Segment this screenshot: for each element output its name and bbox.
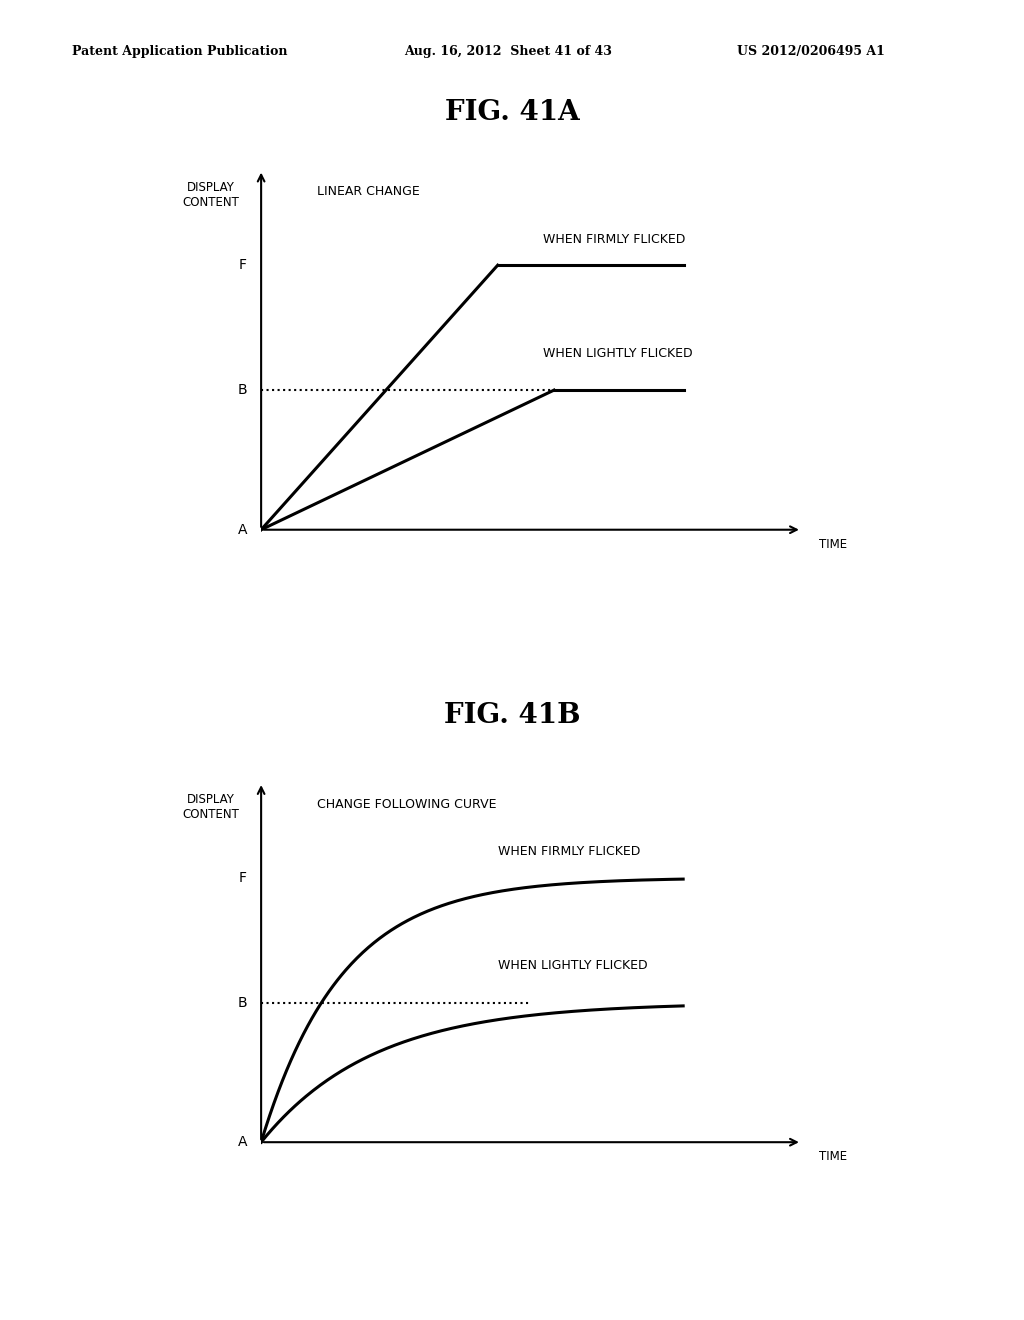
Text: FIG. 41A: FIG. 41A	[444, 99, 580, 125]
Text: F: F	[239, 259, 247, 272]
Text: FIG. 41B: FIG. 41B	[443, 702, 581, 729]
Text: WHEN LIGHTLY FLICKED: WHEN LIGHTLY FLICKED	[543, 347, 692, 360]
Text: A: A	[238, 1135, 247, 1150]
Text: TIME: TIME	[819, 539, 847, 550]
Text: Patent Application Publication: Patent Application Publication	[72, 45, 287, 58]
Text: Aug. 16, 2012  Sheet 41 of 43: Aug. 16, 2012 Sheet 41 of 43	[404, 45, 612, 58]
Text: LINEAR CHANGE: LINEAR CHANGE	[317, 185, 420, 198]
Text: WHEN FIRMLY FLICKED: WHEN FIRMLY FLICKED	[543, 234, 685, 246]
Text: DISPLAY
CONTENT: DISPLAY CONTENT	[182, 181, 239, 209]
Text: US 2012/0206495 A1: US 2012/0206495 A1	[737, 45, 885, 58]
Text: F: F	[239, 871, 247, 884]
Text: WHEN FIRMLY FLICKED: WHEN FIRMLY FLICKED	[498, 846, 640, 858]
Text: WHEN LIGHTLY FLICKED: WHEN LIGHTLY FLICKED	[498, 960, 647, 973]
Text: TIME: TIME	[819, 1151, 847, 1163]
Text: B: B	[238, 995, 247, 1010]
Text: CHANGE FOLLOWING CURVE: CHANGE FOLLOWING CURVE	[317, 797, 497, 810]
Text: DISPLAY
CONTENT: DISPLAY CONTENT	[182, 793, 239, 821]
Text: B: B	[238, 383, 247, 397]
Text: A: A	[238, 523, 247, 537]
